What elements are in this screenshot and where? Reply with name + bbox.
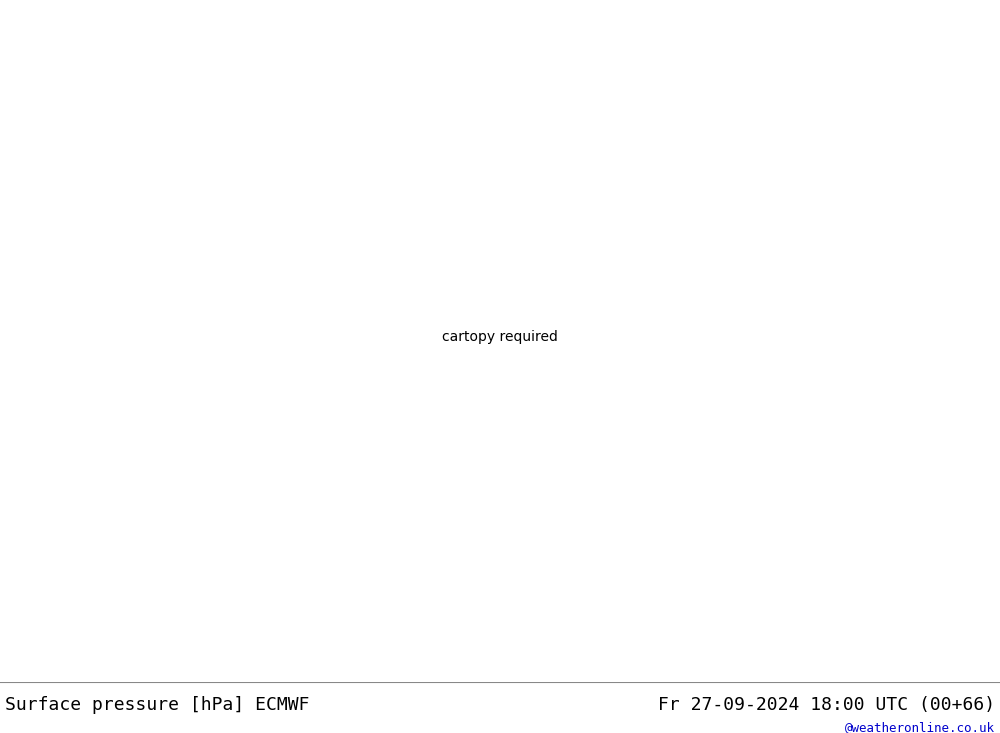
Text: Fr 27-09-2024 18:00 UTC (00+66): Fr 27-09-2024 18:00 UTC (00+66) bbox=[658, 696, 995, 713]
Text: cartopy required: cartopy required bbox=[442, 330, 558, 344]
Text: @weatheronline.co.uk: @weatheronline.co.uk bbox=[845, 721, 995, 733]
Text: Surface pressure [hPa] ECMWF: Surface pressure [hPa] ECMWF bbox=[5, 696, 310, 713]
